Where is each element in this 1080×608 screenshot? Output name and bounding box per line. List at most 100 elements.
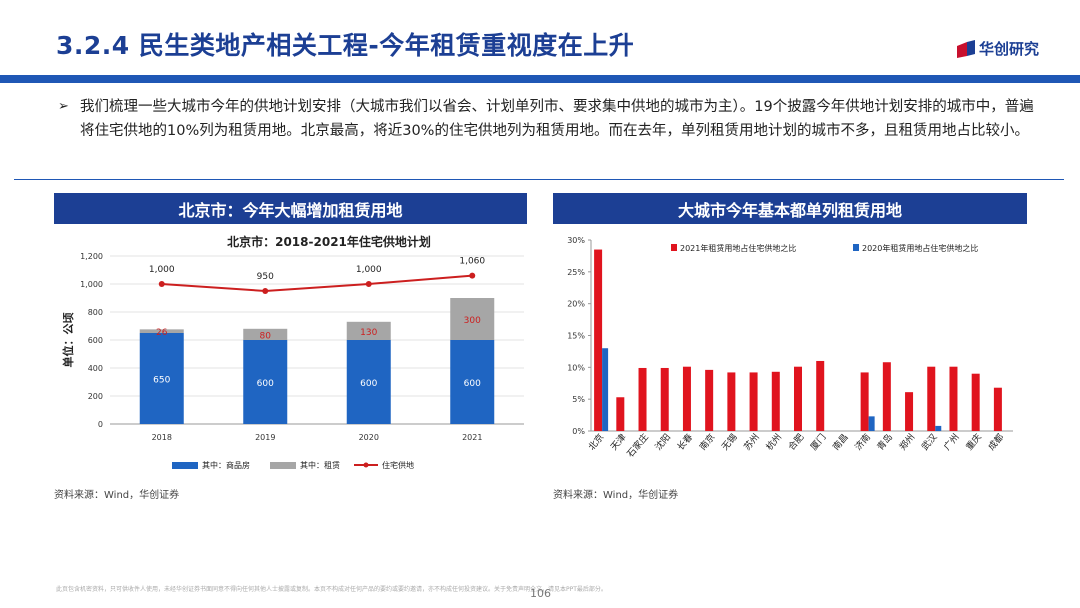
right-panel-header: 大城市今年基本都单列租赁用地 [553,193,1027,224]
line-point [469,272,476,279]
y-tick-label: 800 [88,308,103,317]
x-tick-label: 2021 [462,433,482,442]
x-tick-label: 南京 [697,431,718,453]
bar-2021 [682,366,691,431]
bar-2021 [616,397,625,431]
y-tick-label: 1,200 [80,252,103,261]
page-title: 3.2.4 民生类地产相关工程-今年租赁重视度在上升 [56,31,635,60]
x-tick-label: 2020 [359,433,379,442]
x-tick-label: 长春 [674,431,695,453]
x-tick-label: 无锡 [720,432,740,453]
bar-2021 [949,366,958,431]
bar-2021 [927,366,936,431]
x-tick-label: 武汉 [919,431,940,453]
bar-2021 [794,366,802,431]
bar-rental [139,329,184,333]
brand-logo-text: 华创研究 [979,40,1040,58]
y-tick-label: 25% [567,268,585,277]
x-tick-label: 济南 [852,431,873,453]
legend-swatch-2020 [853,244,859,251]
y-tick-label: 5% [572,395,585,404]
y-axis-label: 单位：公顷 [61,313,75,368]
header-band [0,75,1080,83]
x-tick-label: 2018 [152,433,172,442]
bar-2021 [860,372,869,431]
y-tick-label: 0 [98,420,103,429]
x-tick-label: 重庆 [963,431,984,453]
line-value-label: 1,000 [356,265,382,275]
bar-rental-label: 80 [260,331,272,341]
brand-logo-icon [957,39,975,58]
bar-rental-label: 26 [156,328,168,338]
x-tick-label: 北京 [586,431,607,453]
y-tick-label: 0% [572,427,585,436]
x-tick-label: 沈阳 [652,431,673,453]
y-tick-label: 30% [567,236,585,245]
bar-2021 [594,249,603,431]
y-tick-label: 400 [88,364,103,373]
bar-2021 [993,387,1002,431]
x-tick-label: 厦门 [808,431,829,453]
legend-label-2020: 2020年租赁用地占住宅供地之比 [862,243,978,253]
x-tick-label: 天津 [609,432,629,453]
bar-2021 [771,371,780,431]
legend-swatch-2021 [671,244,677,251]
bar-commercial-label: 600 [257,379,274,389]
legend-swatch-rental [270,462,296,469]
brand-logo: 华创研究 [957,38,1039,59]
bullet-paragraph: ➢ 我们梳理一些大城市今年的供地计划安排（大城市我们以省会、计划单列市、要求集中… [58,95,1048,143]
footer-disclaimer: 此页包含机密资料，只可供收件人使用，未经华创证券书面同意不得向任何其他人士披露或… [56,586,607,593]
x-tick-label: 苏州 [741,431,762,453]
y-tick-label: 15% [567,332,585,341]
bar-rental-label: 130 [360,328,377,338]
bar-2021 [816,360,825,431]
y-tick-label: 200 [88,392,103,401]
line-point [158,281,165,287]
x-tick-label: 青岛 [874,431,895,453]
chart-title: 北京市：2018-2021年住宅供地计划 [227,234,431,249]
bar-rental [450,298,495,340]
x-tick-label: 2019 [255,433,275,442]
bar-commercial-label: 650 [153,376,170,386]
bar-commercial [450,340,495,424]
bar-commercial-label: 600 [464,379,481,389]
x-tick-label: 合肥 [786,431,807,453]
bar-2021 [971,373,980,431]
bar-2021 [705,369,714,431]
bar-2021 [905,392,914,431]
legend-label-line: 住宅供地 [382,460,414,470]
x-tick-label: 成都 [985,431,1006,453]
bar-2020 [935,425,942,431]
bar-2021 [638,367,647,431]
line-point [262,288,269,294]
bullet-arrow-icon: ➢ [58,99,69,114]
bar-commercial [243,340,288,424]
y-tick-label: 20% [567,300,585,309]
x-tick-label: 杭州 [763,431,784,453]
bar-commercial-label: 600 [360,379,377,389]
bar-2021 [882,362,891,431]
line-total-supply [161,274,473,293]
line-value-label: 1,060 [459,257,485,267]
bar-2021 [660,367,669,431]
legend-swatch-commercial [172,462,198,469]
x-tick-label: 南昌 [830,431,851,453]
legend-label-rental: 其中：租赁 [300,460,340,470]
left-panel-header: 北京市：今年大幅增加租赁用地 [54,193,527,224]
y-tick-label: 600 [88,336,103,345]
legend-label-2021: 2021年租赁用地占住宅供地之比 [680,243,796,253]
bullet-text: 我们梳理一些大城市今年的供地计划安排（大城市我们以省会、计划单列市、要求集中供地… [80,99,1034,139]
line-value-label: 950 [257,272,274,282]
line-point [365,281,372,287]
y-tick-label: 10% [567,363,585,372]
bar-rental [346,321,391,340]
left-source-note: 资料来源：Wind，华创证券 [54,490,180,501]
page-number: 106 [530,587,551,600]
bar-rental-label: 300 [464,316,481,326]
bar-2021 [749,372,758,431]
line-value-label: 1,000 [149,265,175,275]
y-tick-label: 1,000 [80,280,103,289]
bar-rental [243,328,288,340]
